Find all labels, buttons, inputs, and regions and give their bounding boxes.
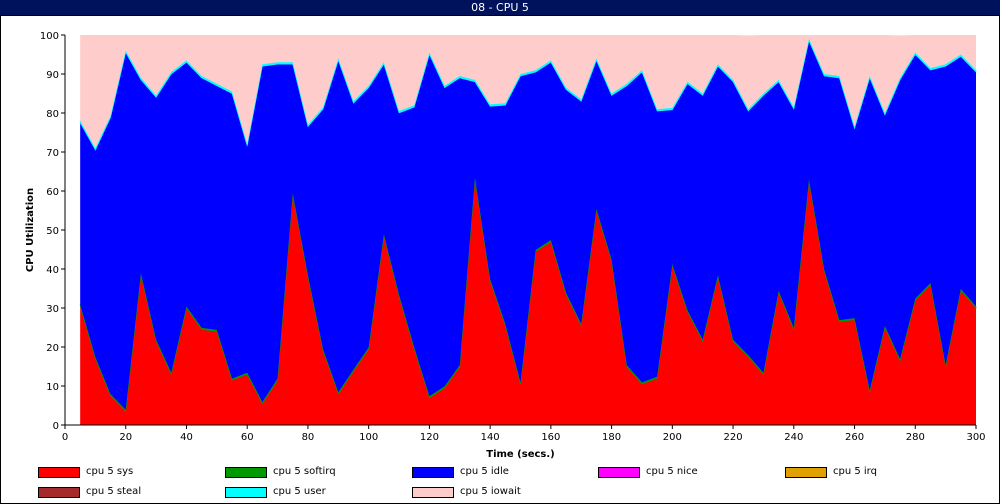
legend-swatch: [785, 466, 827, 478]
x-tick-label: 20: [119, 432, 132, 443]
x-tick-label: 160: [541, 432, 560, 443]
x-tick-label: 220: [724, 432, 743, 443]
legend-swatch: [225, 486, 267, 498]
x-tick-label: 80: [302, 432, 315, 443]
x-tick-label: 200: [663, 432, 682, 443]
y-tick-label: 40: [46, 265, 59, 276]
x-tick-label: 120: [420, 432, 439, 443]
legend-label: cpu 5 irq: [833, 466, 877, 477]
y-tick-label: 10: [46, 382, 59, 393]
x-tick-label: 140: [481, 432, 500, 443]
y-tick-label: 0: [53, 421, 59, 432]
x-tick-label: 240: [784, 432, 803, 443]
y-tick-label: 20: [46, 343, 59, 354]
cpu-utilization-chart: 0 10 20 30 40 50 60 70 80 90 100 0 20 40 60 80 100 120 140…: [25, 31, 986, 460]
y-tick-label: 50: [46, 226, 59, 237]
legend-swatch: [38, 486, 80, 498]
x-tick-label: 180: [602, 432, 621, 443]
legend-swatch: [598, 466, 640, 478]
legend-label: cpu 5 softirq: [273, 466, 336, 477]
legend-item-cpu-5-irq: cpu 5 irq: [785, 466, 877, 480]
legend-label: cpu 5 nice: [646, 466, 698, 477]
chart-frame: 0 10 20 30 40 50 60 70 80 90 100 0 20 40 60 80 100 120 140…: [0, 15, 1000, 504]
legend-item-cpu-5-idle: cpu 5 idle: [412, 466, 509, 480]
legend-item-cpu-5-iowait: cpu 5 iowait: [412, 486, 521, 500]
legend-label: cpu 5 sys: [86, 466, 134, 477]
y-tick-label: 60: [46, 187, 59, 198]
legend-item-cpu-5-steal: cpu 5 steal: [38, 486, 141, 500]
y-tick-label: 70: [46, 148, 59, 159]
legend-item-cpu-5-nice: cpu 5 nice: [598, 466, 698, 480]
x-tick-label: 280: [906, 432, 925, 443]
series-area-cpu-5-sys: [80, 179, 977, 425]
legend-item-cpu-5-softirq: cpu 5 softirq: [225, 466, 336, 480]
y-tick-label: 90: [46, 70, 59, 81]
y-tick-label: 30: [46, 304, 59, 315]
legend-label: cpu 5 iowait: [460, 486, 521, 497]
x-tick-label: 100: [359, 432, 378, 443]
legend-swatch: [38, 466, 80, 478]
y-tick-label: 80: [46, 109, 59, 120]
legend-label: cpu 5 user: [273, 486, 326, 497]
y-tick-label: 100: [40, 31, 59, 42]
y-axis-label: CPU Utilization: [25, 188, 36, 272]
x-tick-label: 0: [62, 432, 68, 443]
series-area-cpu-5-idle: [80, 40, 977, 410]
legend-label: cpu 5 idle: [460, 466, 509, 477]
x-tick-label: 260: [845, 432, 864, 443]
series-area-cpu-5-iowait: [80, 35, 977, 149]
x-tick-label: 40: [180, 432, 193, 443]
legend-item-cpu-5-user: cpu 5 user: [225, 486, 326, 500]
x-axis-label: Time (secs.): [486, 449, 555, 460]
legend-swatch: [225, 466, 267, 478]
legend-swatch: [412, 486, 454, 498]
x-tick-label: 60: [241, 432, 254, 443]
x-tick-label: 300: [966, 432, 985, 443]
window-title: 08 - CPU 5: [0, 0, 1000, 15]
legend-label: cpu 5 steal: [86, 486, 142, 497]
legend-swatch: [412, 466, 454, 478]
legend-item-cpu-5-sys: cpu 5 sys: [38, 466, 133, 480]
